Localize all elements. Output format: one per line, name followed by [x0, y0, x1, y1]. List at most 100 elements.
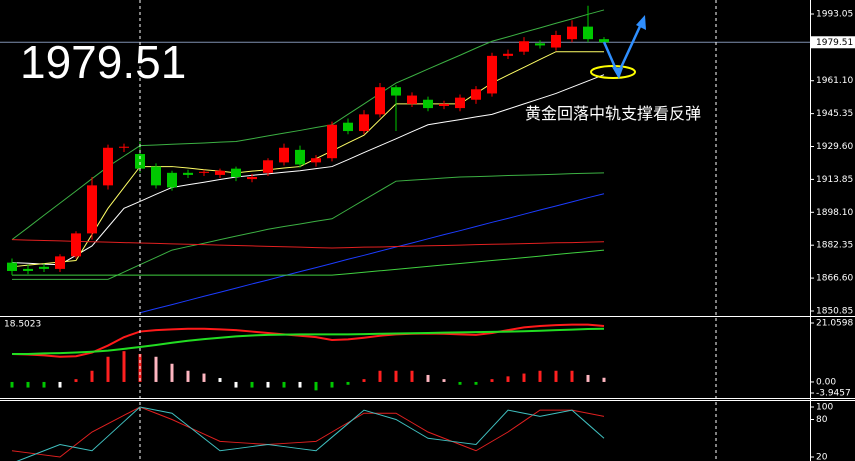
grid-layer: 1850.85 1866.60 1882.35 1898.10 1913.85 1929.… [0, 9, 855, 461]
candle-body [375, 87, 385, 115]
candle-body [487, 55, 497, 94]
price-box-label: 1979.51 [816, 38, 853, 48]
candle-body [55, 256, 65, 269]
candle-body [71, 233, 81, 257]
histogram-bar [378, 370, 382, 382]
arrow-head [636, 15, 646, 30]
histogram-bar [458, 381, 462, 385]
histogram-bar [346, 381, 350, 385]
y-tick-label: 0.00 [816, 377, 836, 387]
indicator-line [139, 193, 605, 314]
annotation: 黄金回落中轨支撑看反弹 [525, 104, 701, 123]
y-tick-label: 1850.85 [816, 306, 853, 316]
histogram-bar [570, 370, 574, 382]
candle-body [183, 172, 193, 175]
candle-body [167, 172, 177, 188]
candle-body [151, 166, 161, 186]
y-tick-label: 1882.35 [816, 241, 853, 251]
histogram-bar [106, 356, 110, 382]
candle-body [7, 262, 17, 271]
histogram-bar [250, 381, 254, 388]
candle-body [455, 97, 465, 109]
y-tick-label: 1913.85 [816, 175, 853, 185]
y-tick-label: 1993.05 [816, 9, 853, 19]
histogram-bar [506, 376, 510, 382]
histogram-bar [170, 363, 174, 382]
y-tick-label: 80 [816, 415, 828, 425]
candle-body [231, 168, 241, 178]
candle-layer [7, 5, 609, 276]
histogram-bar [554, 370, 558, 382]
candle-body [119, 146, 129, 148]
candle-body [311, 158, 321, 163]
candle-body [599, 39, 609, 43]
indicator-line [11, 51, 604, 268]
indicator-line [11, 406, 605, 458]
histogram-bar [202, 373, 206, 382]
candle-body [519, 41, 529, 52]
histogram-bar [122, 351, 126, 382]
histogram-bar [26, 381, 30, 388]
candle-body [471, 89, 481, 100]
candle-body [535, 43, 545, 46]
candle-body [39, 266, 49, 269]
histogram-bar [74, 379, 78, 382]
histogram-bar [410, 370, 414, 382]
indicator-line [16, 406, 605, 461]
histogram-bar [474, 381, 478, 385]
histogram-bar [490, 379, 494, 382]
histogram-bar [602, 377, 606, 382]
histogram-bar [298, 381, 302, 388]
y-tick-label: -3.9457 [816, 389, 851, 399]
candle-body [439, 103, 449, 106]
candle-body [583, 26, 593, 40]
indicator-line [11, 239, 605, 249]
arrow-head [612, 67, 623, 79]
histogram-bar [282, 381, 286, 388]
histogram-bar [234, 381, 238, 388]
indicator-value: 18.5023 [4, 320, 41, 330]
candle-body [247, 177, 257, 180]
candle-body [87, 185, 97, 234]
y-tick-label: 1866.60 [816, 274, 853, 284]
histogram-bar [58, 381, 62, 388]
indicator-line [11, 74, 605, 266]
histogram-bar [586, 374, 590, 382]
indicator-line [12, 172, 605, 280]
histogram-bar [186, 370, 190, 382]
histogram-bar [42, 381, 46, 388]
candle-body [551, 34, 561, 48]
candle-body [359, 114, 369, 132]
y-tick-label: 1961.10 [816, 76, 853, 86]
histogram-bar [362, 379, 366, 382]
candle-body [343, 122, 353, 132]
candle-body [567, 26, 577, 40]
candle-body [103, 147, 113, 186]
indicator-line [12, 249, 605, 276]
y-tick-label: 21.0598 [816, 319, 853, 329]
candle-body [391, 87, 401, 96]
candle-body [407, 95, 417, 104]
candle-body [327, 124, 337, 159]
y-tick-label: 1898.10 [816, 208, 853, 218]
candle-body [263, 160, 273, 173]
price-box [811, 36, 855, 49]
histogram-bar [330, 381, 334, 388]
histogram-bar [394, 370, 398, 382]
y-tick-label: 1929.60 [816, 142, 853, 152]
candle-body [503, 53, 513, 56]
candle-body [295, 149, 305, 165]
histogram-bar [90, 370, 94, 382]
indicator-layer [10, 323, 606, 461]
highlight-ellipse [590, 65, 636, 79]
big-price: 1979.51 [20, 36, 186, 88]
histogram-bar [538, 370, 542, 382]
candle-body [135, 154, 145, 169]
histogram-bar [314, 381, 318, 391]
histogram-bar [218, 378, 222, 382]
histogram-bar [442, 379, 446, 382]
candle-body [279, 147, 289, 163]
candle-body [23, 268, 33, 271]
